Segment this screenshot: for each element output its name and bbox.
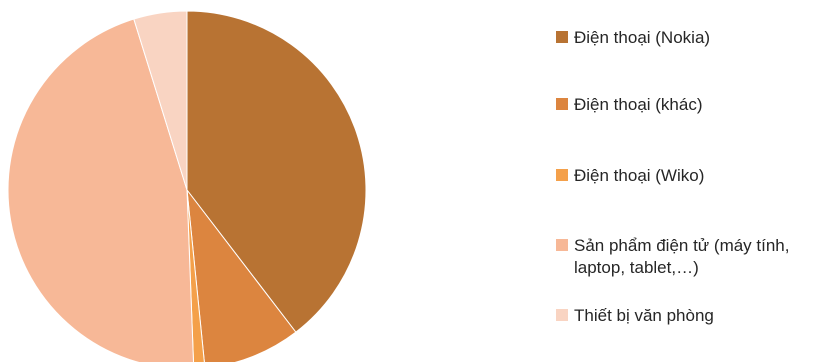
legend-item-4: Thiết bị văn phòng [556,306,714,325]
legend-label: Điện thoại (Wiko) [574,166,704,185]
pie-slice-0 [186,10,367,333]
pie-slices [7,10,367,362]
legend-item-3: Sản phẩm điện tử (máy tính, laptop, table… [556,236,790,277]
legend-label: Sản phẩm điện tử (máy tính, laptop, table… [574,236,790,277]
legend-label: Điện thoại (Nokia) [574,28,710,47]
legend-item-1: Điện thoại (khác) [556,95,703,114]
legend-swatch [556,239,568,251]
pie-slice-1 [186,188,297,362]
legend-item-0: Điện thoại (Nokia) [556,28,710,47]
legend-item-2: Điện thoại (Wiko) [556,166,704,185]
pie-slice-2 [186,189,205,362]
legend-swatch [556,98,568,110]
legend-label: Thiết bị văn phòng [574,306,714,325]
pie-slice-3 [7,18,194,362]
pie-slice-4 [133,10,188,191]
legend-swatch [556,309,568,321]
legend-swatch [556,169,568,181]
legend-swatch [556,31,568,43]
legend-label: Điện thoại (khác) [574,95,703,114]
legend: Điện thoại (Nokia) Điện thoại (khác) Điện … [556,28,790,325]
